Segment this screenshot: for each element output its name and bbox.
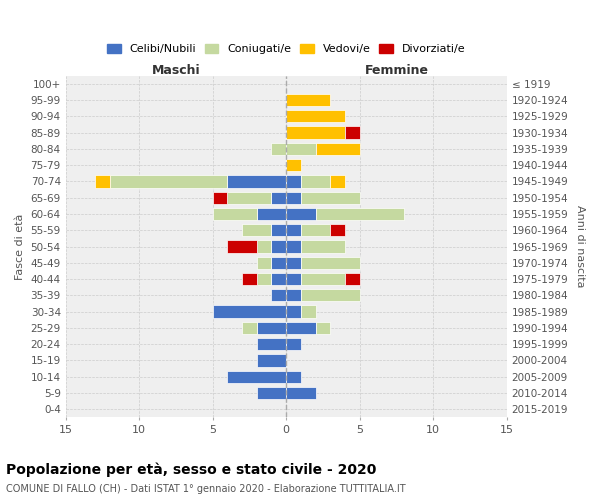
Bar — [286, 256, 301, 269]
Bar — [301, 224, 331, 236]
Y-axis label: Anni di nascita: Anni di nascita — [575, 206, 585, 288]
Bar — [286, 192, 301, 204]
Bar — [227, 176, 286, 188]
Bar — [110, 176, 227, 188]
Bar — [257, 354, 286, 366]
Bar — [286, 273, 301, 285]
Bar — [212, 192, 227, 204]
Y-axis label: Fasce di età: Fasce di età — [15, 214, 25, 280]
Bar — [257, 256, 271, 269]
Bar — [227, 192, 271, 204]
Bar — [271, 240, 286, 252]
Bar — [212, 306, 286, 318]
Bar — [286, 94, 331, 106]
Bar — [95, 176, 110, 188]
Bar — [271, 143, 286, 155]
Bar — [286, 370, 301, 383]
Bar — [286, 289, 301, 302]
Bar — [286, 322, 316, 334]
Bar — [331, 224, 345, 236]
Bar — [331, 176, 345, 188]
Bar — [316, 143, 360, 155]
Bar — [286, 126, 345, 138]
Bar — [286, 306, 301, 318]
Bar — [212, 208, 257, 220]
Bar — [316, 208, 404, 220]
Bar — [242, 322, 257, 334]
Bar — [271, 256, 286, 269]
Bar — [271, 224, 286, 236]
Bar — [227, 370, 286, 383]
Bar — [301, 256, 360, 269]
Text: Popolazione per età, sesso e stato civile - 2020: Popolazione per età, sesso e stato civil… — [6, 462, 376, 477]
Bar — [286, 224, 301, 236]
Bar — [286, 338, 301, 350]
Bar — [271, 273, 286, 285]
Bar — [257, 208, 286, 220]
Bar — [316, 322, 331, 334]
Bar — [257, 387, 286, 399]
Bar — [257, 273, 271, 285]
Bar — [286, 143, 316, 155]
Bar — [257, 338, 286, 350]
Text: Femmine: Femmine — [364, 64, 428, 78]
Bar — [301, 273, 345, 285]
Bar — [345, 126, 360, 138]
Legend: Celibi/Nubili, Coniugati/e, Vedovi/e, Divorziati/e: Celibi/Nubili, Coniugati/e, Vedovi/e, Di… — [104, 40, 469, 58]
Bar — [301, 240, 345, 252]
Bar — [286, 240, 301, 252]
Bar — [242, 224, 271, 236]
Bar — [301, 289, 360, 302]
Bar — [345, 273, 360, 285]
Bar — [286, 208, 316, 220]
Bar — [286, 387, 316, 399]
Bar — [257, 322, 286, 334]
Bar — [301, 176, 331, 188]
Bar — [301, 306, 316, 318]
Text: COMUNE DI FALLO (CH) - Dati ISTAT 1° gennaio 2020 - Elaborazione TUTTITALIA.IT: COMUNE DI FALLO (CH) - Dati ISTAT 1° gen… — [6, 484, 406, 494]
Text: Maschi: Maschi — [152, 64, 200, 78]
Bar — [271, 192, 286, 204]
Bar — [301, 192, 360, 204]
Bar — [286, 110, 345, 122]
Bar — [257, 240, 271, 252]
Bar — [286, 159, 301, 171]
Bar — [242, 273, 257, 285]
Bar — [286, 176, 301, 188]
Bar — [227, 240, 257, 252]
Bar — [271, 289, 286, 302]
